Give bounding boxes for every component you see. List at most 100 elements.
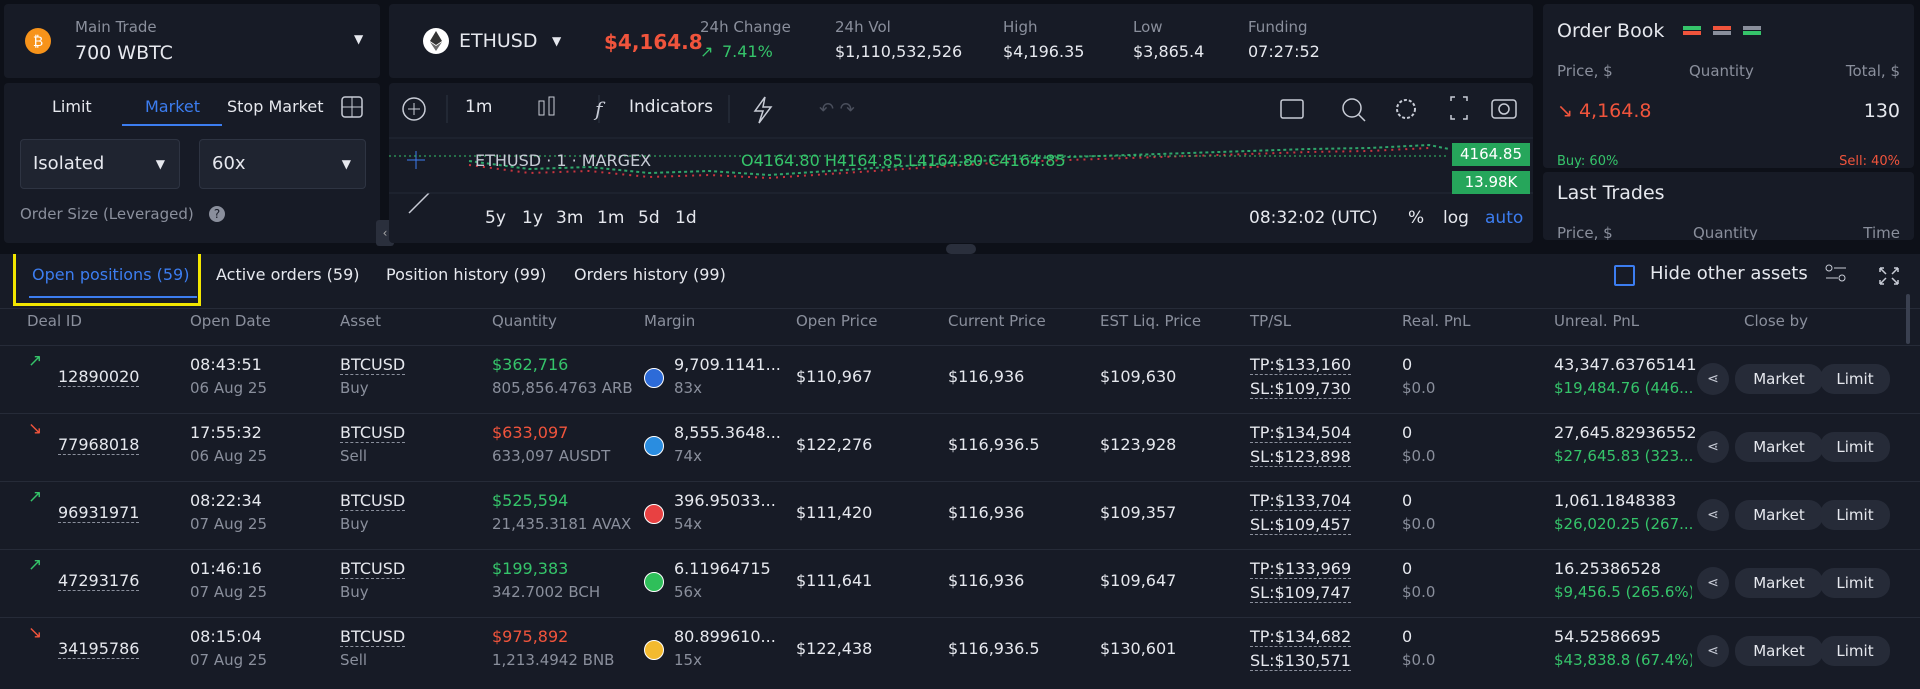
help-icon[interactable]: ? xyxy=(208,205,226,223)
take-profit[interactable]: TP:$133,704 xyxy=(1250,491,1352,511)
close-market-button[interactable]: Market xyxy=(1735,500,1823,530)
stop-loss[interactable]: SL:$109,457 xyxy=(1250,515,1351,535)
hide-other-assets[interactable]: Hide other assets xyxy=(1650,263,1808,284)
stat-label: 24h Change xyxy=(700,18,791,36)
take-profit[interactable]: TP:$133,969 xyxy=(1250,559,1352,579)
coin-icon xyxy=(644,368,664,388)
close-market-button[interactable]: Market xyxy=(1735,432,1823,462)
share-button[interactable]: ⋖ xyxy=(1697,499,1729,531)
column-header: Open Date xyxy=(190,312,271,330)
share-button[interactable]: ⋖ xyxy=(1697,363,1729,395)
close-limit-button[interactable]: Limit xyxy=(1820,432,1890,462)
stop-loss[interactable]: SL:$123,898 xyxy=(1250,447,1351,467)
leverage: 60x xyxy=(212,153,246,174)
column-header: Quantity xyxy=(492,312,557,330)
indicators-button[interactable]: Indicators xyxy=(629,97,713,117)
asset[interactable]: BTCUSD xyxy=(340,355,406,375)
position-tab[interactable]: Position history (99) xyxy=(386,265,547,284)
asset[interactable]: BTCUSD xyxy=(340,423,406,443)
range-button[interactable]: 1d xyxy=(675,208,697,228)
unreal-pnl-usd: $26,020.25 (267.... xyxy=(1554,515,1692,533)
range-button[interactable]: 3m xyxy=(556,208,584,228)
stat-value: 07:27:52 xyxy=(1248,42,1320,61)
side: Sell xyxy=(340,447,368,465)
stat-label: Funding xyxy=(1248,18,1308,36)
close-limit-button[interactable]: Limit xyxy=(1820,364,1890,394)
stat-label: 24h Vol xyxy=(835,18,891,36)
side-arrow: ↘ xyxy=(28,419,43,439)
unreal-pnl: 1,061.1848383 xyxy=(1554,491,1677,510)
quantity-usd: $199,383 xyxy=(492,559,569,578)
calculator-icon[interactable] xyxy=(340,95,364,119)
order-tab[interactable]: Limit xyxy=(52,97,92,116)
svg-text:?: ? xyxy=(214,207,220,221)
caret[interactable]: ▼ xyxy=(552,34,562,48)
deal-id[interactable]: 96931971 xyxy=(58,503,140,523)
range-button[interactable]: 5d xyxy=(638,208,660,228)
order-tab[interactable]: Market xyxy=(145,97,200,116)
share-button[interactable]: ⋖ xyxy=(1697,635,1729,667)
symbol[interactable]: ETHUSD xyxy=(459,30,538,52)
deal-id[interactable]: 47293176 xyxy=(58,571,140,591)
close-market-button[interactable]: Market xyxy=(1735,364,1823,394)
scale-option[interactable]: auto xyxy=(1485,208,1524,228)
open-date: 06 Aug 25 xyxy=(190,447,267,465)
asset[interactable]: BTCUSD xyxy=(340,491,406,511)
stop-loss[interactable]: SL:$109,747 xyxy=(1250,583,1351,603)
interval[interactable]: 1m xyxy=(465,97,493,117)
resize-handle[interactable] xyxy=(946,244,976,254)
book-last-price: ↘ 4,164.8 xyxy=(1557,100,1652,122)
asset[interactable]: BTCUSD xyxy=(340,627,406,647)
take-profit[interactable]: TP:$133,160 xyxy=(1250,355,1352,375)
stop-loss[interactable]: SL:$109,730 xyxy=(1250,379,1351,399)
range-button[interactable]: 1y xyxy=(522,208,543,228)
real-pnl: 0 xyxy=(1402,355,1413,374)
position-tab[interactable]: Orders history (99) xyxy=(574,265,726,284)
close-market-button[interactable]: Market xyxy=(1735,636,1823,666)
margin-mode-select[interactable]: Isolated ▼ xyxy=(20,139,180,189)
highlight-box xyxy=(13,254,201,306)
deal-id[interactable]: 12890020 xyxy=(58,367,140,387)
real-pnl: 0 xyxy=(1402,627,1413,646)
checkbox[interactable] xyxy=(1614,265,1635,286)
take-profit[interactable]: TP:$134,504 xyxy=(1250,423,1352,443)
close-limit-button[interactable]: Limit xyxy=(1820,568,1890,598)
open-price: $111,420 xyxy=(796,503,873,522)
position-tab[interactable]: Active orders (59) xyxy=(216,265,360,284)
leverage: 56x xyxy=(674,583,702,601)
svg-text:f: f xyxy=(593,97,606,121)
coin-icon xyxy=(644,640,664,660)
order-tab[interactable]: Stop Market xyxy=(227,97,324,116)
share-button[interactable]: ⋖ xyxy=(1697,567,1729,599)
range-button[interactable]: 1m xyxy=(597,208,625,228)
stop-loss[interactable]: SL:$130,571 xyxy=(1250,651,1351,671)
scale-option[interactable]: log xyxy=(1443,208,1469,228)
close-limit-button[interactable]: Limit xyxy=(1820,500,1890,530)
column-header: Real. PnL xyxy=(1402,312,1471,330)
account-panel[interactable]: ₿ Main Trade 700 WBTC ▼ xyxy=(4,4,380,78)
range-button[interactable]: 5y xyxy=(485,208,506,228)
book-view-icons[interactable] xyxy=(1683,24,1773,38)
deal-id[interactable]: 77968018 xyxy=(58,435,140,455)
column-header: Deal ID xyxy=(27,312,82,330)
asset[interactable]: BTCUSD xyxy=(340,559,406,579)
close-limit-button[interactable]: Limit xyxy=(1820,636,1890,666)
ticker-panel: ETHUSD ▼ $4,164.8 24h Change ↗ 7.41% 24h Vo… xyxy=(389,4,1533,78)
unreal-pnl: 16.25386528 xyxy=(1554,559,1661,578)
quantity-coin: 1,213.4942 BNB xyxy=(492,651,615,669)
margin-mode: Isolated xyxy=(33,153,105,174)
scale-option[interactable]: % xyxy=(1408,208,1425,228)
leverage-select[interactable]: 60x ▼ xyxy=(199,139,366,189)
position-tab[interactable]: Open positions (59) xyxy=(32,265,190,284)
leverage: 74x xyxy=(674,447,702,465)
panel-icons[interactable] xyxy=(1824,262,1904,286)
close-market-button[interactable]: Market xyxy=(1735,568,1823,598)
share-button[interactable]: ⋖ xyxy=(1697,431,1729,463)
scrollbar[interactable] xyxy=(1906,294,1910,344)
leverage: 15x xyxy=(674,651,702,669)
account-label: Main Trade xyxy=(75,18,157,36)
column-header: Price, $ xyxy=(1557,62,1613,80)
take-profit[interactable]: TP:$134,682 xyxy=(1250,627,1352,647)
caret: ▼ xyxy=(341,157,351,171)
deal-id[interactable]: 34195786 xyxy=(58,639,140,659)
